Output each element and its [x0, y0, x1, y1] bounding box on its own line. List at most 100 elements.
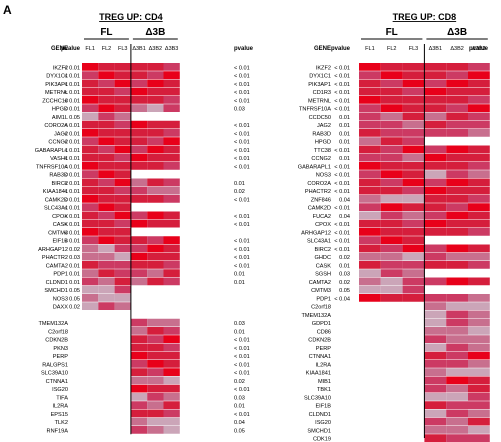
heatmap-cell-d3b [163, 137, 180, 145]
pvalue-label-fl: < 0.01 [64, 123, 80, 129]
heatmap-cell-fl [402, 153, 425, 162]
heatmap-cell-fl [98, 236, 115, 244]
heatmap-cell-fl [98, 96, 115, 104]
heatmap-cell-d3b [446, 153, 468, 162]
pvalue-label-fl: 0.01 [339, 156, 350, 162]
heatmap-cell-d3b [163, 228, 180, 236]
heatmap-cell-d3b [424, 409, 447, 418]
heatmap-cell-d3b [468, 178, 490, 187]
pvalue-label-fl: < 0.01 [64, 197, 80, 203]
pvalue-label-fl: 0.02 [69, 305, 80, 311]
heatmap-cell-d3b [468, 162, 490, 170]
gene-label-fl: EIF1B [52, 239, 68, 245]
heatmap-cell-fl [82, 277, 99, 286]
gene-label-d3b: IL2RA [315, 362, 331, 368]
heatmap-cell-fl [380, 261, 403, 269]
heatmap-cell-d3b [424, 360, 447, 368]
heatmap-cell-d3b [163, 145, 180, 154]
heatmap-cell-fl [98, 261, 115, 269]
heatmap-cell-d3b [446, 170, 468, 178]
heatmap-cell-d3b [468, 186, 490, 195]
heatmap-cell-d3b [446, 302, 468, 310]
heatmap-cell-d3b [163, 236, 180, 244]
pvalue-header-d3b: pvalue [469, 46, 489, 52]
heatmap-cell-d3b [424, 211, 447, 220]
heatmap-cell-d3b [163, 384, 180, 393]
heatmap-cell-d3b [468, 96, 490, 104]
heatmap-cell-d3b [130, 71, 148, 79]
heatmap-cell-fl [402, 71, 425, 79]
heatmap-cell-d3b [468, 318, 490, 327]
heatmap-cell-fl [82, 219, 99, 228]
heatmap-cell-fl [359, 285, 381, 294]
heatmap-cell-d3b [147, 63, 164, 71]
heatmap-cell-d3b [424, 318, 447, 327]
heatmap-cell-d3b [147, 170, 164, 178]
gene-label-d3b: CTNNA1 [309, 354, 331, 360]
pvalue-label-fl: < 0.01 [64, 156, 80, 162]
heatmap-cell-fl [402, 269, 425, 277]
heatmap-cell-fl [82, 104, 99, 112]
gene-label-d3b: CDKN2B [45, 338, 68, 344]
pvalue-label-d3b: < 0.01 [234, 65, 250, 71]
gene-label-fl: JAG2 [54, 131, 68, 137]
heatmap-cell-d3b [163, 368, 180, 376]
heatmap-cell-fl [402, 277, 425, 286]
pvalue-label-fl: < 0.01 [334, 74, 350, 80]
heatmap-cell-fl [380, 269, 403, 277]
heatmap-cell-d3b [446, 343, 468, 352]
heatmap-cell-fl [114, 228, 131, 236]
gene-label-fl: JAG2 [317, 123, 331, 129]
gene-label-fl: PHACTR2 [42, 255, 68, 261]
heatmap-cell-fl [359, 87, 381, 96]
heatmap-cell-d3b [424, 162, 447, 170]
heatmap-cell-d3b [424, 351, 447, 360]
heatmap-cell-fl [82, 203, 99, 211]
heatmap-cell-d3b [424, 302, 447, 310]
pvalue-label-fl: < 0.01 [334, 148, 350, 154]
pvalue-label-fl: < 0.01 [334, 65, 350, 71]
gene-label-d3b: RNF19A [47, 428, 69, 434]
heatmap-cell-d3b [163, 112, 180, 121]
heatmap-cell-d3b [424, 137, 447, 145]
heatmap-cell-d3b [147, 137, 164, 145]
heatmap-cell-fl [114, 302, 131, 310]
gene-label-fl: CAMK2D [308, 206, 331, 212]
pvalue-label-d3b: 0.02 [234, 189, 245, 195]
pvalue-label-fl: 0.05 [339, 288, 350, 294]
heatmap-cell-fl [98, 228, 115, 236]
gene-label-fl: AIM1L [52, 115, 68, 121]
gene-label-d3b: CD86 [317, 329, 331, 335]
heatmap-cell-d3b [147, 351, 164, 360]
pvalue-label-fl: < 0.01 [334, 222, 350, 228]
heatmap-cell-fl [114, 277, 131, 286]
heatmap-cell-fl [402, 63, 425, 71]
pvalue-label-fl: < 0.01 [64, 148, 80, 154]
group-label-fl: FL [386, 27, 398, 38]
pvalue-label-d3b: < 0.01 [234, 90, 250, 96]
heatmap-cell-d3b [446, 376, 468, 385]
pvalue-label-fl: < 0.01 [334, 90, 350, 96]
heatmap-cell-d3b [147, 211, 164, 220]
heatmap-cell-d3b [130, 170, 148, 178]
sample-column-label: Δ3B2 [450, 46, 463, 52]
heatmap-cell-d3b [468, 310, 490, 319]
heatmap-cell-d3b [130, 129, 148, 137]
heatmap-cell-fl [98, 285, 115, 294]
heatmap-cell-d3b [424, 294, 447, 302]
gene-label-d3b: MIB1 [318, 379, 331, 385]
heatmap-cell-fl [82, 178, 99, 187]
heatmap-cell-fl [359, 120, 381, 129]
sample-column-label: Δ3B3 [472, 46, 485, 52]
heatmap-cell-fl [402, 178, 425, 187]
heatmap-cell-d3b [424, 327, 447, 335]
heatmap-cell-d3b [130, 252, 148, 261]
heatmap-cell-d3b [446, 63, 468, 71]
pvalue-label-fl: < 0.01 [64, 65, 80, 71]
heatmap-cell-d3b [424, 178, 447, 187]
heatmap-cell-fl [114, 236, 131, 244]
heatmap-cell-d3b [147, 162, 164, 170]
heatmap-cell-d3b [130, 87, 148, 96]
heatmap-cell-d3b [446, 228, 468, 236]
